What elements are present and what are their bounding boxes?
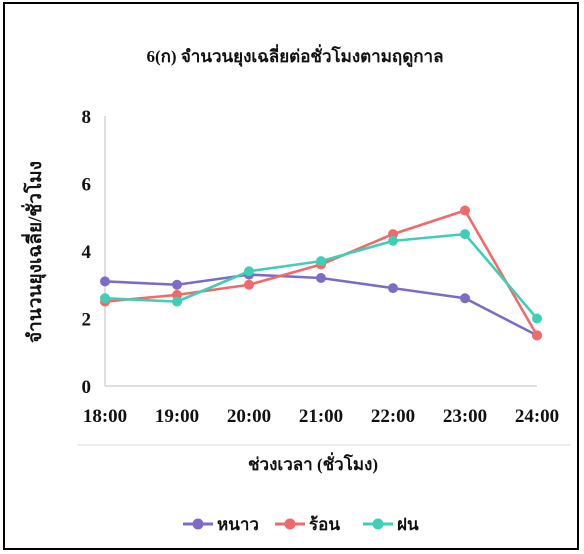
chart-title: 6(ก) จำนวนยุงเฉลี่ยต่อชั่วโมงตามฤดูกาล: [146, 44, 443, 68]
data-point: [172, 279, 182, 290]
x-tick-label: 18:00: [83, 406, 127, 427]
legend-swatch-marker: [192, 518, 204, 530]
series-ร้อน: [100, 205, 542, 341]
x-tick-label: 21:00: [299, 406, 343, 427]
data-point: [100, 276, 110, 287]
x-tick-labels: 18:00 19:00 20:00 21:00 22:00 23:00 24:00: [83, 406, 559, 427]
y-tick-label: 0: [82, 377, 92, 398]
legend: หนาว ร้อน ฝน: [183, 515, 419, 534]
data-point: [244, 266, 254, 277]
data-point: [100, 293, 110, 304]
chart-frame: 6(ก) จำนวนยุงเฉลี่ยต่อชั่วโมงตามฤดูกาล จ…: [3, 2, 579, 550]
data-point: [316, 273, 326, 283]
data-point: [460, 293, 470, 304]
data-point: [532, 330, 542, 341]
data-point: [316, 256, 326, 267]
y-axis-label-group: จำนวนยุงเฉลี่ย/ชั่วโมง: [21, 161, 47, 343]
legend-item: หนาว: [183, 515, 259, 534]
data-point: [388, 283, 398, 294]
legend-label: ร้อน: [309, 515, 340, 534]
line-chart: 6(ก) จำนวนยุงเฉลี่ยต่อชั่วโมงตามฤดูกาล จ…: [21, 44, 571, 534]
data-point: [388, 235, 398, 246]
series-line: [104, 273, 538, 337]
data-point: [460, 205, 470, 216]
legend-item: ร้อน: [275, 515, 340, 534]
y-tick-labels: 0 2 4 6 8: [82, 107, 92, 398]
series-layer: [100, 205, 542, 341]
x-tick-label: 23:00: [443, 406, 487, 427]
legend-label: ฝน: [397, 515, 419, 534]
data-point: [532, 313, 542, 324]
y-tick-label: 4: [82, 242, 92, 263]
x-tick-label: 19:00: [155, 406, 199, 427]
x-tick-label: 24:00: [515, 406, 559, 427]
series-line: [104, 209, 539, 337]
x-tick-label: 22:00: [371, 406, 415, 427]
series-หนาว: [100, 269, 542, 341]
data-point: [244, 279, 254, 290]
x-axis-label: ช่วงเวลา (ชั่วโมง): [248, 452, 378, 474]
legend-swatch-marker: [284, 518, 296, 530]
y-tick-label: 2: [82, 310, 92, 331]
legend-swatch-marker: [372, 518, 384, 530]
series-ฝน: [100, 229, 542, 324]
data-point: [460, 229, 470, 240]
legend-item: ฝน: [363, 515, 419, 534]
data-point: [172, 296, 182, 307]
legend-label: หนาว: [217, 515, 259, 534]
y-tick-label: 8: [82, 107, 92, 128]
y-axis-label: จำนวนยุงเฉลี่ย/ชั่วโมง: [21, 161, 47, 343]
axes: [104, 116, 537, 387]
y-tick-label: 6: [82, 175, 92, 196]
x-tick-label: 20:00: [227, 406, 271, 427]
